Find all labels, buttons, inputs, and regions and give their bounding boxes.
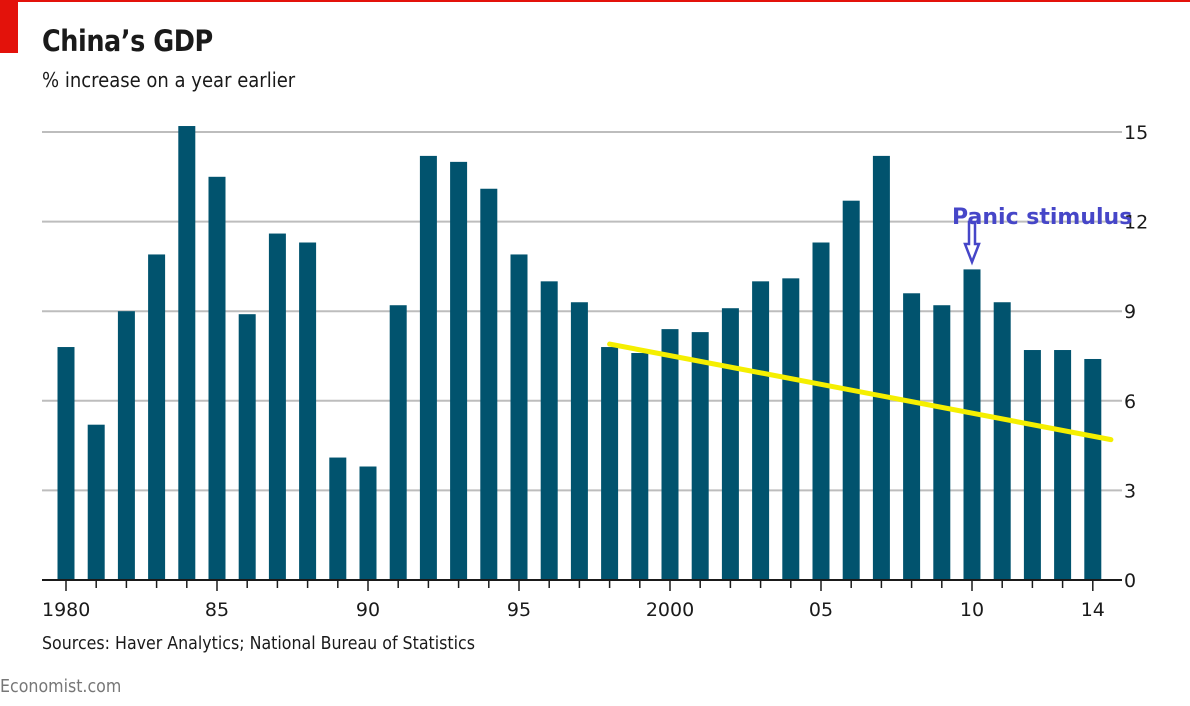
bar: [238, 314, 256, 580]
bar: [450, 161, 468, 580]
bar: [903, 293, 921, 580]
trend-line-group: [607, 341, 1114, 443]
bar: [570, 302, 588, 580]
bar: [329, 457, 347, 580]
brand-label: Economist.com: [0, 676, 122, 697]
bar: [1084, 358, 1102, 580]
bar: [1023, 350, 1041, 580]
y-tick-label: 9: [1124, 301, 1136, 323]
bars: [57, 126, 1102, 581]
y-axis: 0 3 6 9 12 15: [1124, 122, 1148, 592]
bar: [87, 424, 105, 580]
x-tick-label: 10: [960, 599, 984, 621]
bar: [359, 466, 377, 580]
x-axis: 1980 85 90 95 2000 05 10 14: [42, 579, 1122, 621]
bar: [872, 155, 890, 581]
x-tick-label: 85: [205, 599, 229, 621]
bar: [752, 281, 770, 580]
y-tick-label: 3: [1124, 480, 1136, 502]
source-note: Sources: Haver Analytics; National Burea…: [42, 633, 475, 654]
y-tick-label: 15: [1124, 122, 1148, 144]
y-tick-label: 12: [1124, 212, 1148, 234]
bar: [178, 126, 196, 580]
bar: [148, 254, 166, 580]
bar: [993, 302, 1011, 580]
bar: [812, 242, 830, 581]
bar: [540, 281, 558, 580]
bar: [117, 311, 135, 580]
bar: [782, 278, 800, 580]
bar: [661, 329, 679, 580]
annotation-arrow-icon: [963, 220, 981, 266]
bar: [389, 305, 407, 580]
y-tick-label: 0: [1124, 570, 1136, 592]
bar: [208, 176, 226, 581]
x-tick-label: 2000: [646, 599, 694, 621]
bar: [57, 347, 75, 580]
bar: [480, 188, 498, 580]
x-tick-label: 14: [1081, 599, 1105, 621]
x-tick-label: 1980: [42, 599, 90, 621]
bar: [268, 233, 286, 580]
chart-title: China’s GDP: [42, 24, 213, 58]
bar: [299, 242, 317, 581]
accent-tab: [0, 0, 18, 53]
trend-line: [607, 341, 1114, 443]
annotation-group: Panic stimulus: [952, 205, 1132, 266]
bar: [601, 347, 619, 580]
bar: [510, 254, 528, 580]
top-accent-bar: [0, 0, 1190, 2]
bar: [1054, 350, 1072, 580]
bar: [963, 269, 981, 580]
chart-subtitle: % increase on a year earlier: [42, 68, 296, 92]
bar: [419, 155, 437, 581]
bar: [933, 305, 951, 580]
bar: [721, 308, 739, 580]
bar: [691, 332, 709, 580]
x-tick-label: 95: [507, 599, 531, 621]
x-tick-label: 90: [356, 599, 380, 621]
annotation-label: Panic stimulus: [952, 205, 1132, 230]
y-tick-label: 6: [1124, 391, 1136, 413]
bar: [631, 353, 649, 580]
x-tick-label: 05: [809, 599, 833, 621]
